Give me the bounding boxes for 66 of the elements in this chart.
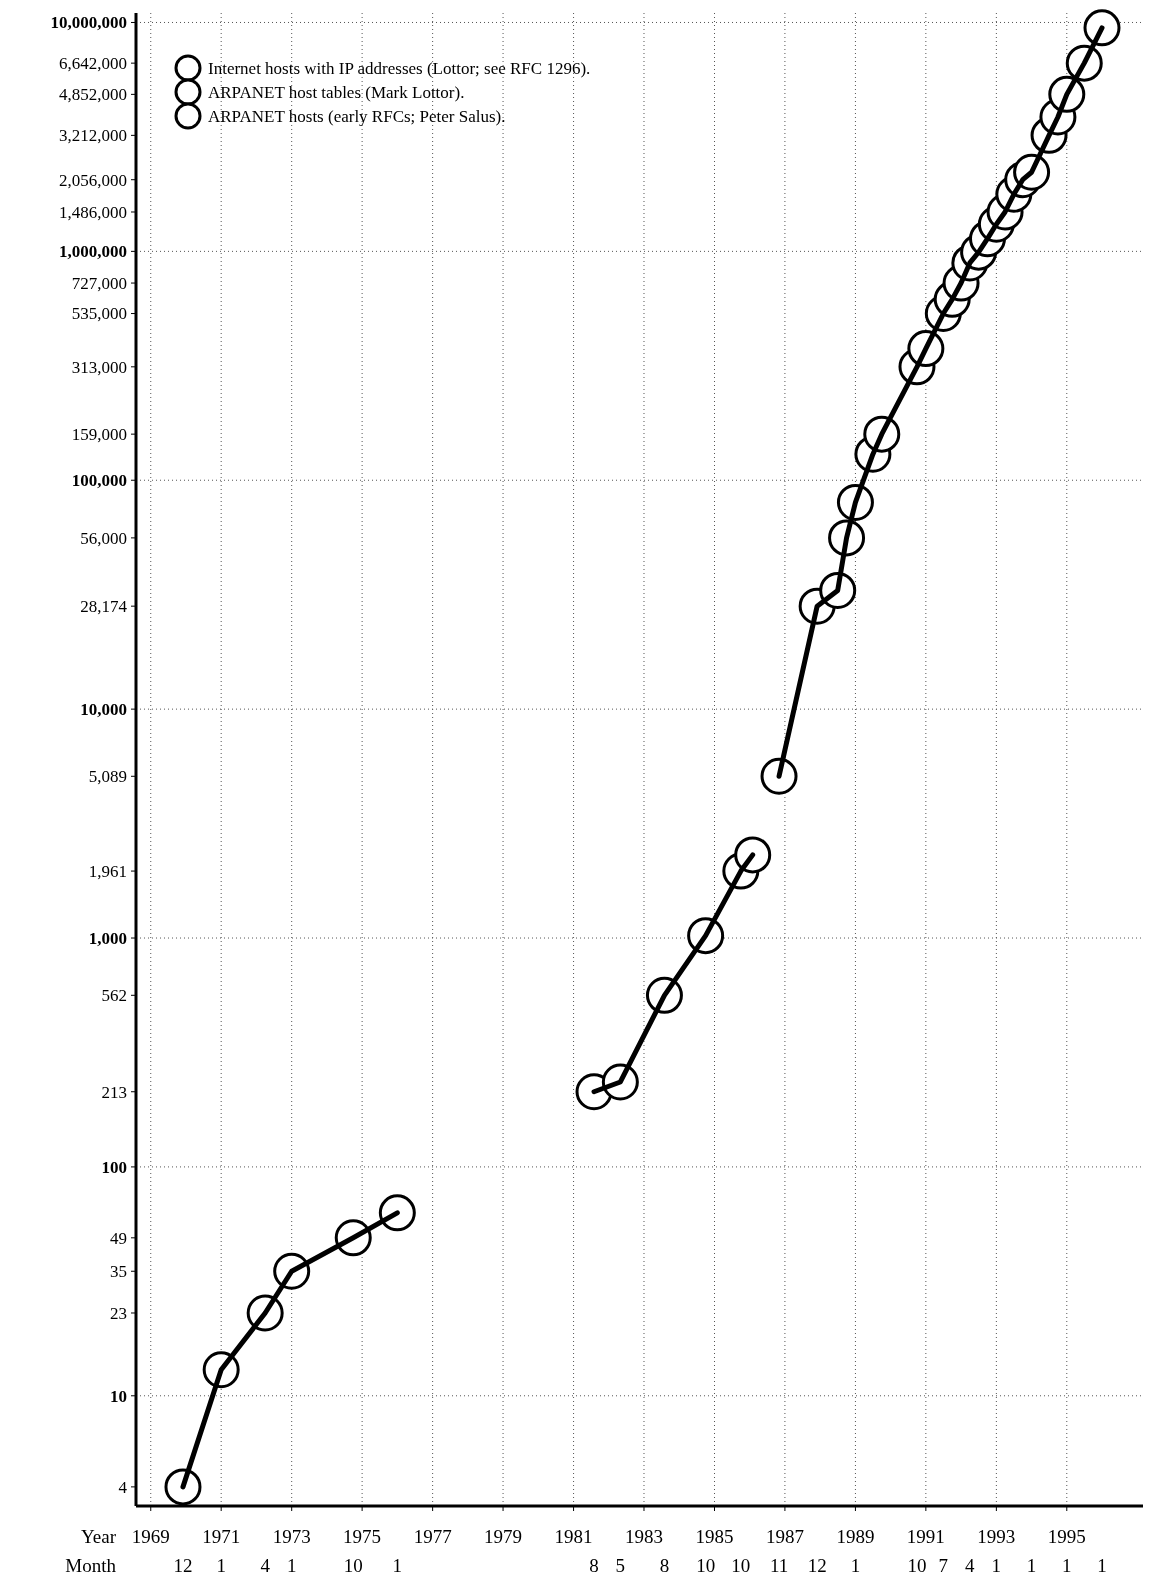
y-tick-label: 1,486,000 [59, 202, 127, 222]
y-tick-label: 3,212,000 [59, 126, 127, 146]
y-tick-label: 727,000 [71, 274, 127, 293]
x2-tick-label: 12 [173, 1555, 193, 1576]
x2-tick-label: 10 [907, 1555, 927, 1576]
y-tick-label: 100,000 [71, 471, 127, 491]
legend-label: Internet hosts with IP addresses (Lottor; see RFC 1296). [208, 58, 591, 78]
y-tick-label: 4 [118, 1477, 128, 1497]
x2-tick-label: 1 [850, 1555, 861, 1576]
x2-tick-label: 10 [696, 1555, 716, 1576]
legend-label: ARPANET host tables (Mark Lottor). [208, 82, 465, 102]
x2-tick-label: 4 [260, 1555, 271, 1576]
y-tick-label: 49 [110, 1228, 127, 1248]
y-tick-label: 5,089 [88, 767, 127, 787]
y-tick-label: 213 [101, 1082, 127, 1102]
x2-tick-label: 4 [965, 1555, 976, 1576]
x2-tick-label: 1 [216, 1555, 226, 1576]
y-tick-label: 535,000 [71, 304, 127, 324]
y-tick-label: 562 [101, 986, 127, 1006]
x-tick-label: 1977 [413, 1526, 452, 1547]
legend-label: ARPANET hosts (early RFCs; Peter Salus). [208, 106, 506, 126]
x-tick-label: 1995 [1047, 1526, 1086, 1547]
y-tick-label: 313,000 [71, 357, 127, 377]
x-tick-label: 1991 [906, 1526, 945, 1547]
x-tick-label: 1969 [131, 1526, 170, 1547]
x-tick-label: 1971 [202, 1526, 241, 1547]
x-tick-label: 1987 [765, 1526, 804, 1547]
x-tick-label: 1979 [484, 1526, 523, 1547]
y-tick-label: 100 [101, 1157, 127, 1177]
x2-tick-label: 1 [1097, 1555, 1107, 1576]
y-tick-label: 1,961 [88, 862, 127, 882]
x2-tick-label: 1 [1062, 1555, 1072, 1576]
y-tick-label: 28,174 [80, 597, 128, 617]
y-tick-label: 2,056,000 [59, 170, 127, 190]
x2-tick-label: 7 [938, 1555, 949, 1576]
x-tick-label: 1973 [272, 1526, 311, 1547]
x-tick-label: 1981 [554, 1526, 593, 1547]
x2-tick-label: 1 [1026, 1555, 1037, 1576]
y-tick-label: 159,000 [71, 425, 127, 445]
x2-tick-label: 1 [991, 1555, 1002, 1576]
x2-tick-label: 8 [589, 1555, 599, 1576]
y-tick-label: 6,642,000 [59, 54, 127, 74]
x2-tick-label: 1 [392, 1555, 403, 1576]
x-tick-label: 1983 [624, 1526, 663, 1547]
x2-tick-label: 12 [807, 1555, 827, 1576]
x-tick-label: 1993 [977, 1526, 1016, 1547]
x-tick-label: 1985 [695, 1526, 734, 1547]
x-tick-label: 1975 [343, 1526, 382, 1547]
x2-tick-label: 8 [659, 1555, 670, 1576]
x-tick-label: 1989 [836, 1526, 875, 1547]
x2-axis-title: Month [65, 1555, 117, 1576]
x-axis-title: Year [80, 1526, 117, 1547]
x2-tick-label: 10 [343, 1555, 363, 1576]
x2-tick-label: 10 [731, 1555, 751, 1576]
y-tick-label: 1,000 [88, 928, 127, 948]
x2-tick-label: 5 [615, 1555, 626, 1576]
y-tick-label: 10,000 [80, 700, 127, 720]
x2-tick-label: 11 [769, 1555, 789, 1576]
y-tick-label: 56,000 [80, 528, 127, 548]
x2-tick-label: 1 [286, 1555, 297, 1576]
y-tick-label: 10,000,000 [50, 13, 127, 33]
y-tick-label: 4,852,000 [59, 85, 127, 105]
y-tick-label: 1,000,000 [59, 242, 127, 262]
y-tick-label: 35 [110, 1262, 127, 1282]
y-tick-label: 23 [110, 1303, 127, 1323]
y-tick-label: 10 [110, 1386, 127, 1406]
